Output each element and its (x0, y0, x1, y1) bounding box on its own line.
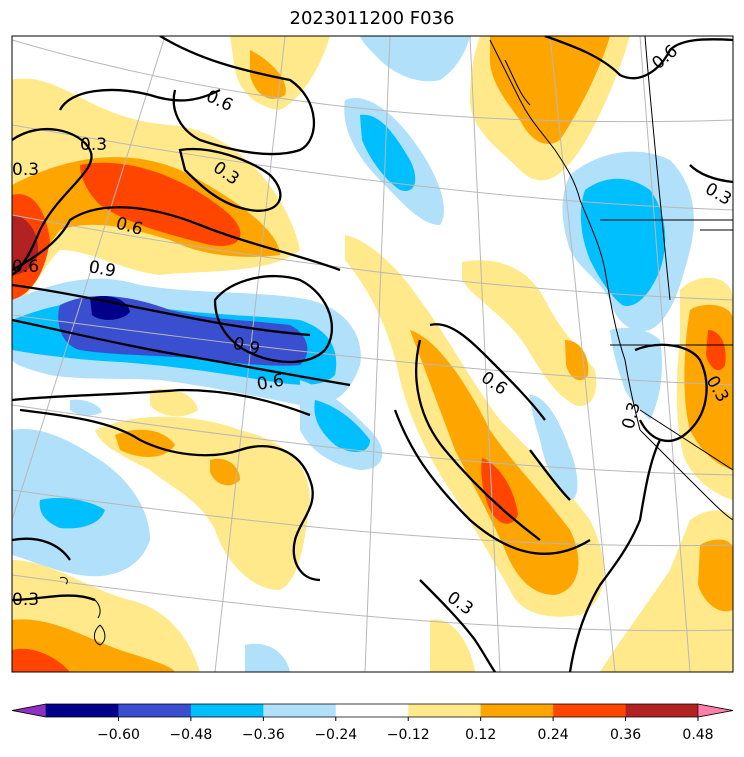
colorbar-segment (190, 704, 264, 717)
colorbar-segment (46, 704, 119, 717)
map-border (11, 35, 734, 673)
colorbar-segment (553, 704, 626, 717)
colorbar-tick-label: −0.36 (242, 727, 285, 743)
negative-fills (12, 36, 694, 672)
colorbar: −0.60 −0.48 −0.36 −0.24 −0.12 0.12 0.24 0.36 0.4… (11, 703, 734, 743)
colorbar-segment (408, 704, 481, 717)
colorbar-tick-label: 0.24 (538, 727, 569, 743)
map-title: 2023011200 F036 (289, 8, 455, 29)
colorbar-tick-label: 0.12 (465, 727, 496, 743)
contour-label: 0.3 (80, 135, 107, 155)
contours (12, 36, 733, 672)
colorbar-extend-low (11, 703, 47, 718)
colorbar-segment (625, 704, 699, 717)
contour-label: 0.3 (12, 160, 39, 180)
colorbar-tick-label: −0.12 (387, 727, 430, 743)
colorbar-segment (480, 704, 554, 717)
colorbar-segment (263, 704, 337, 717)
colorbar-tick-label: 0.36 (610, 727, 641, 743)
colorbar-segment (335, 704, 409, 717)
colorbar-tick-label: −0.48 (169, 727, 212, 743)
contour-label: 0.3 (12, 590, 39, 610)
colorbar-segment (118, 704, 192, 717)
colorbar-extend-high (697, 703, 734, 718)
colorbar-outline (11, 703, 734, 718)
map-panel: 0.6 0.3 0.3 0.3 0.6 0.6 0.9 0.9 0.6 0.6 … (12, 36, 733, 672)
contour-label: 0.6 (255, 371, 285, 395)
colorbar-tick-label: −0.24 (314, 727, 357, 743)
contour-label: 0.6 (12, 257, 39, 277)
contour-label: 0.9 (87, 257, 117, 281)
colorbar-tick-label: 0.48 (682, 727, 713, 743)
colorbar-tick-label: −0.60 (97, 727, 140, 743)
